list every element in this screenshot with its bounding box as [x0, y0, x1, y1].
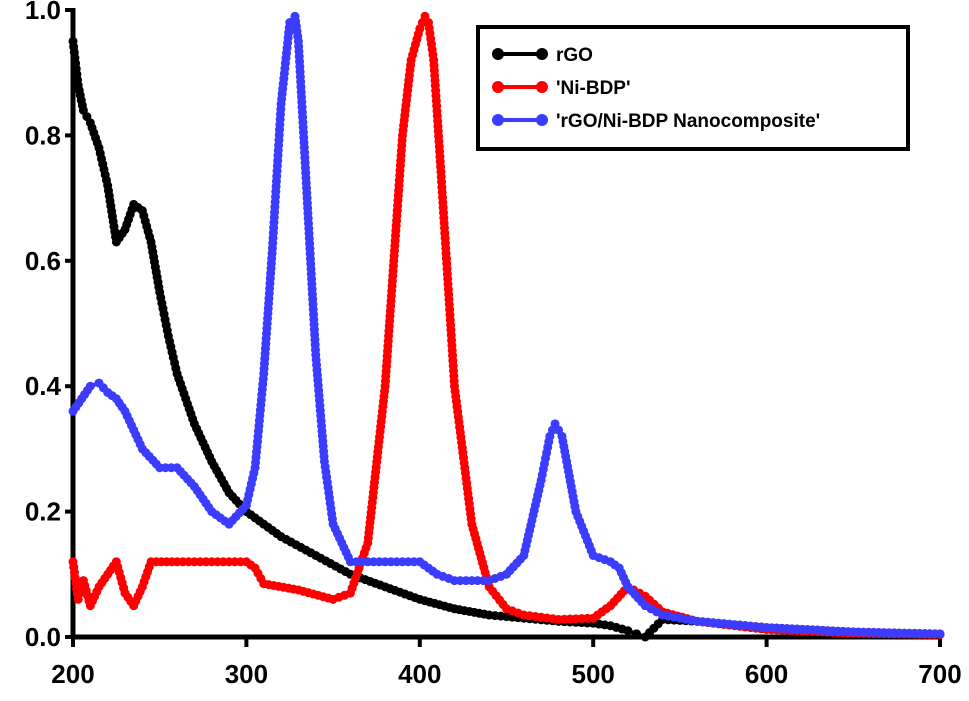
- plot-area: [68, 11, 945, 642]
- legend-marker: [492, 48, 504, 60]
- data-point: [632, 629, 642, 639]
- legend-marker: [536, 48, 548, 60]
- legend: rGO 'Ni-BDP' 'rGO/Ni-BDP Nanocomposite': [476, 25, 910, 151]
- legend-marker: [536, 81, 548, 93]
- legend-label: 'Ni-BDP': [556, 78, 630, 99]
- data-point: [85, 381, 95, 391]
- y-tick-label: 0.2: [25, 497, 61, 527]
- legend-box: [476, 25, 910, 151]
- legend-marker: [492, 114, 504, 126]
- x-tick-label: 700: [918, 659, 961, 689]
- series-2: [68, 11, 945, 639]
- x-tick-label: 600: [745, 659, 788, 689]
- y-tick-label: 0.8: [25, 120, 61, 150]
- y-tick-label: 1.0: [25, 0, 61, 25]
- y-tick-label: 0.6: [25, 246, 61, 276]
- y-tick-label: 0.4: [25, 371, 62, 401]
- x-tick-label: 500: [572, 659, 615, 689]
- x-tick-label: 200: [51, 659, 94, 689]
- chart-axes: 200 300 400 500 600 700 0.0 0.2 0.4 0.6 0.8 1.0: [25, 0, 962, 689]
- legend-label: 'rGO/Ni-BDP Nanocomposite': [556, 111, 820, 132]
- data-point: [623, 626, 633, 636]
- legend-marker: [492, 81, 504, 93]
- x-tick-label: 300: [225, 659, 268, 689]
- x-tick-label: 400: [398, 659, 441, 689]
- legend-marker: [536, 114, 548, 126]
- data-point: [935, 629, 945, 639]
- y-tick-label: 0.0: [25, 622, 61, 652]
- legend-label: rGO: [556, 45, 593, 66]
